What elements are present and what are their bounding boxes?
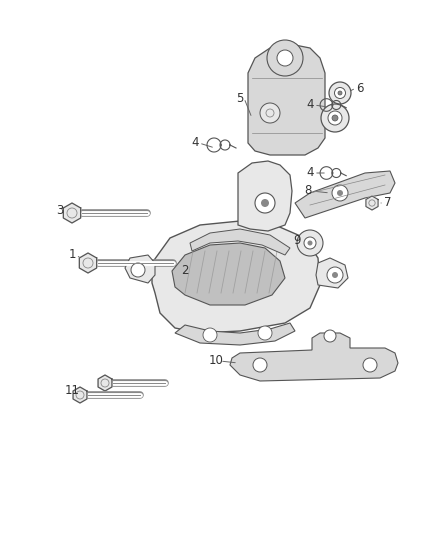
Polygon shape: [73, 387, 87, 403]
Text: 2: 2: [181, 264, 189, 278]
Polygon shape: [238, 161, 292, 231]
Text: 6: 6: [356, 82, 364, 94]
Polygon shape: [79, 253, 97, 273]
Circle shape: [277, 50, 293, 66]
Polygon shape: [98, 375, 112, 391]
Text: 4: 4: [191, 136, 199, 149]
Circle shape: [329, 82, 351, 104]
Polygon shape: [316, 258, 348, 288]
Text: 1: 1: [68, 248, 76, 262]
Text: 3: 3: [57, 204, 64, 216]
Polygon shape: [125, 255, 155, 283]
Circle shape: [338, 91, 342, 95]
Polygon shape: [175, 323, 295, 345]
Text: 4: 4: [306, 166, 314, 180]
Polygon shape: [190, 229, 290, 255]
Text: 5: 5: [237, 92, 244, 104]
Text: 9: 9: [293, 233, 301, 246]
Circle shape: [267, 40, 303, 76]
Text: 10: 10: [208, 354, 223, 367]
Polygon shape: [64, 203, 81, 223]
Circle shape: [332, 185, 348, 201]
Polygon shape: [152, 221, 320, 333]
Text: 7: 7: [384, 197, 392, 209]
Circle shape: [131, 263, 145, 277]
Circle shape: [261, 199, 269, 207]
Circle shape: [258, 326, 272, 340]
Circle shape: [328, 111, 342, 125]
Text: 8: 8: [304, 184, 312, 198]
Polygon shape: [366, 196, 378, 210]
Text: 11: 11: [64, 384, 80, 397]
Circle shape: [307, 240, 312, 246]
Polygon shape: [248, 45, 325, 155]
Circle shape: [363, 358, 377, 372]
Circle shape: [297, 230, 323, 256]
Circle shape: [253, 358, 267, 372]
Circle shape: [335, 87, 346, 99]
Circle shape: [332, 272, 338, 278]
Circle shape: [321, 104, 349, 132]
Polygon shape: [230, 333, 398, 381]
Circle shape: [203, 328, 217, 342]
Circle shape: [304, 237, 316, 249]
Circle shape: [327, 267, 343, 283]
Circle shape: [260, 103, 280, 123]
Circle shape: [324, 330, 336, 342]
Circle shape: [332, 115, 338, 121]
Polygon shape: [295, 171, 395, 218]
Polygon shape: [172, 243, 285, 305]
Text: 4: 4: [306, 99, 314, 111]
Circle shape: [337, 190, 343, 196]
Circle shape: [255, 193, 275, 213]
